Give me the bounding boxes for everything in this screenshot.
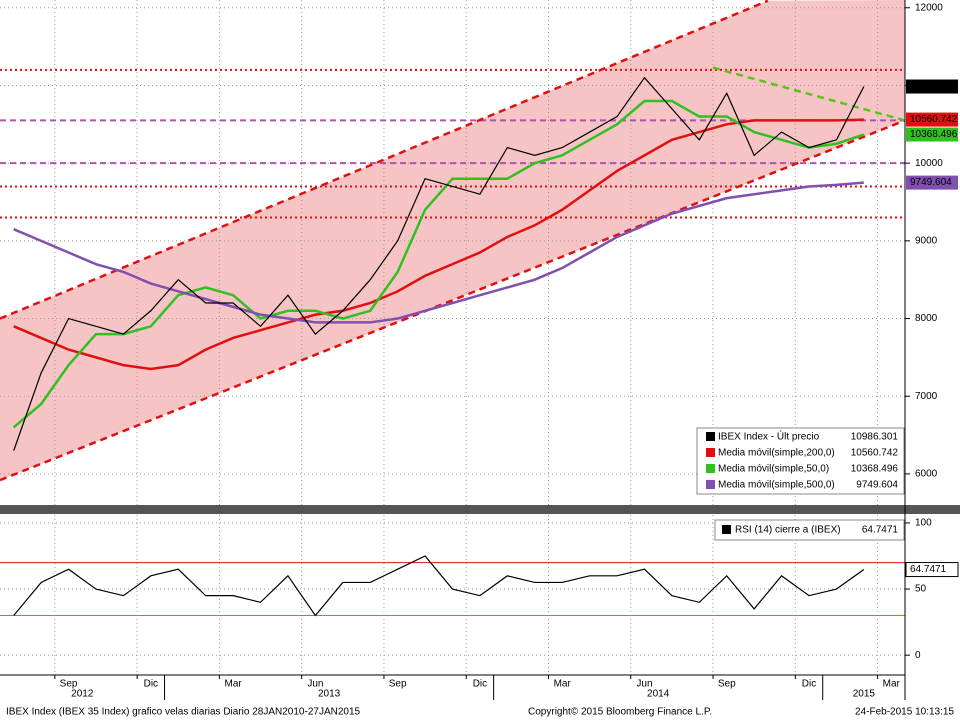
y-tick-label: 7000 <box>915 391 938 402</box>
series-line <box>12 99 865 429</box>
x-tick-label: Mar <box>224 679 242 690</box>
year-label: 2013 <box>318 689 341 700</box>
legend-box <box>714 519 905 541</box>
year-label: 2015 <box>853 689 876 700</box>
y-tick-label: 12000 <box>915 2 943 13</box>
last-value-label: 10368.496 <box>910 129 958 140</box>
last-value-tag <box>906 175 958 190</box>
legend-label: Media móvil(simple,500,0) <box>718 480 835 491</box>
last-value-label: 10986.301 <box>910 81 958 92</box>
y2-tick-label: 100 <box>915 518 932 529</box>
last-value-label: 64.7471 <box>910 564 947 575</box>
footer-center: Copyright© 2015 Bloomberg Finance L.P. <box>528 707 712 718</box>
trend-line <box>0 119 906 482</box>
legend: IBEX Index - Últ precio 10986.301 Media mó… <box>696 427 905 495</box>
trend-line <box>712 66 906 122</box>
x-tick-label: Dic <box>473 679 487 690</box>
series-line <box>13 181 864 324</box>
series-line <box>13 555 865 617</box>
legend-label: Media móvil(simple,200,0) <box>718 448 835 459</box>
legend-value: 10560.742 <box>851 448 899 459</box>
plot-area <box>0 0 906 675</box>
y-tick-label: 10000 <box>915 158 943 169</box>
legend-box <box>696 427 905 495</box>
footer-right: 24-Feb-2015 10:13:15 <box>855 707 954 718</box>
last-value-label: 10560.742 <box>910 114 958 125</box>
x-tick-label: Sep <box>389 679 407 690</box>
legend-swatch <box>706 432 715 441</box>
x-tick-label: Dic <box>144 679 158 690</box>
legend-swatch <box>722 525 731 534</box>
y-tick-label: 6000 <box>915 469 938 480</box>
y-tick-label: 8000 <box>915 313 938 324</box>
legend-label: IBEX Index - Últ precio <box>718 430 820 443</box>
x-tick-label: Sep <box>60 679 78 690</box>
legend-swatch <box>706 480 715 489</box>
x-tick-label: Sep <box>718 679 736 690</box>
x-tick-label: Jun <box>636 679 652 690</box>
x-tick-label: Jun <box>307 679 323 690</box>
x-tick-label: Mar <box>883 679 901 690</box>
legend-value: 10368.496 <box>851 464 899 475</box>
legend-label: Media móvil(simple,50,0) <box>718 464 829 475</box>
series-line <box>13 118 864 371</box>
last-value-tag <box>906 112 958 127</box>
legend-swatch <box>706 448 715 457</box>
legend-value: 10986.301 <box>851 432 899 443</box>
last-value-tag <box>905 562 959 578</box>
legend-label: RSI (14) cierre a (IBEX) <box>735 525 841 536</box>
series-line <box>13 76 865 451</box>
y2-tick-label: 50 <box>915 584 927 595</box>
trend-line <box>0 0 769 320</box>
last-value-tag <box>906 79 958 94</box>
last-value-tag <box>906 127 958 142</box>
y-tick-label: 9000 <box>915 235 938 246</box>
y2-tick-label: 0 <box>915 650 921 661</box>
footer-left: IBEX Index (IBEX 35 Index) grafico velas… <box>6 707 361 718</box>
year-label: 2012 <box>71 689 94 700</box>
legend-value: 9749.604 <box>856 480 898 491</box>
year-label: 2014 <box>647 689 670 700</box>
x-tick-label: Mar <box>554 679 572 690</box>
legend-value: 64.7471 <box>862 525 899 536</box>
legend-swatch <box>706 464 715 473</box>
panel-separator <box>0 505 960 514</box>
channel-fill <box>0 0 905 481</box>
x-tick-label: Dic <box>802 679 816 690</box>
last-value-label: 9749.604 <box>910 177 952 188</box>
